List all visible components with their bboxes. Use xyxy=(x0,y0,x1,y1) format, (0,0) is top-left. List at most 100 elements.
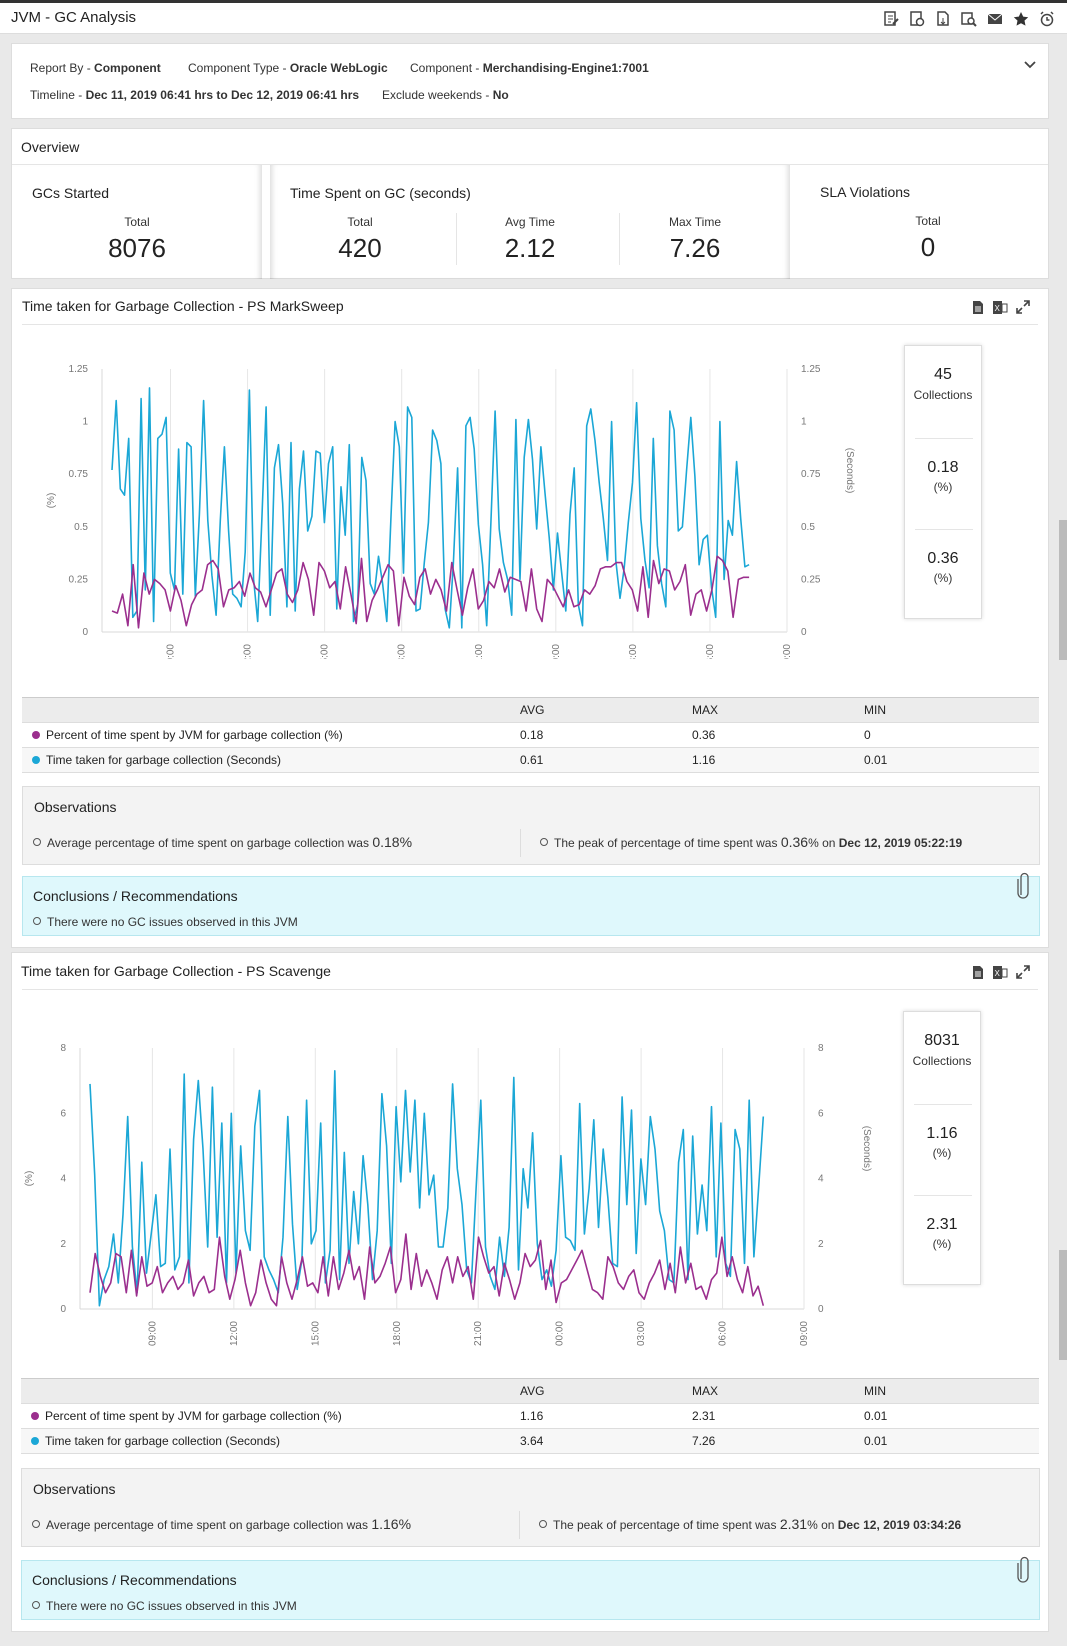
y-tick-label-left: 1 xyxy=(82,417,88,428)
gcs-started-title: GCs Started xyxy=(32,185,110,201)
scrollbar-thumb[interactable] xyxy=(1059,520,1067,660)
x-tick-label: 18:00 xyxy=(392,1321,403,1346)
seconds-legend-dot xyxy=(32,756,40,764)
y-tick-label-left: 8 xyxy=(60,1043,66,1054)
y-tick-label-left: 1.25 xyxy=(69,364,89,375)
svg-text:X: X xyxy=(995,969,1001,978)
y-tick-label-right: 8 xyxy=(818,1043,824,1054)
conclusion-item: There were no GC issues observed in this… xyxy=(33,915,298,929)
exclude-weekends: Exclude weekends - No xyxy=(382,88,509,102)
page-title: JVM - GC Analysis xyxy=(11,9,137,26)
y-axis-title-left: (%) xyxy=(24,1171,35,1187)
section-title: Time taken for Garbage Collection - PS S… xyxy=(21,963,331,979)
excel-export-icon[interactable]: X xyxy=(992,965,1008,985)
time-total-label: Total xyxy=(347,215,373,229)
sla-title: SLA Violations xyxy=(820,184,911,200)
email-icon[interactable] xyxy=(986,10,1003,27)
gcs-started-card: GCs Started Total 8076 xyxy=(12,165,262,279)
table-row: Percent of time spent by JVM for garbage… xyxy=(22,722,1039,748)
conclusions-title: Conclusions / Recommendations xyxy=(33,888,238,904)
collapse-chevron-icon[interactable] xyxy=(1024,56,1036,74)
favorite-star-icon[interactable] xyxy=(1012,10,1029,27)
gcs-total-value: 8076 xyxy=(108,233,166,263)
section-actions: X xyxy=(972,300,1030,320)
observation-item: The peak of percentage of time spent was… xyxy=(539,1516,961,1532)
scavenge-stats-table: AVG MAX MIN Percent of time spent by JVM… xyxy=(21,1378,1039,1454)
x-tick-label: 00:00 xyxy=(555,1321,566,1346)
paperclip-icon[interactable] xyxy=(1017,871,1031,904)
y-tick-label-left: 0.5 xyxy=(74,522,88,533)
markSweep-chart: 0 0 0.25 0.25 0.5 0.5 0.75 0.75 1 1 1.25 1.25 (%) (Se… xyxy=(46,364,855,659)
table-row: Time taken for garbage collection (Secon… xyxy=(22,747,1039,773)
toolbar xyxy=(882,10,1055,27)
time-max-label: Max Time xyxy=(668,215,721,229)
expand-icon[interactable] xyxy=(1016,965,1030,985)
sla-violations-card: SLA Violations Total 0 xyxy=(798,165,1048,279)
y-tick-label-right: 6 xyxy=(818,1108,824,1119)
y-tick-label-right: 4 xyxy=(818,1174,824,1185)
percent-legend-dot xyxy=(32,731,40,739)
observations-title: Observations xyxy=(34,799,117,815)
x-tick-label: 03:00 xyxy=(628,644,639,659)
y-tick-label-right: 1 xyxy=(801,417,807,428)
collections-label: Collections xyxy=(912,1054,972,1068)
collections-count: 8031 xyxy=(924,1032,960,1049)
y-axis-title-left: (%) xyxy=(46,493,57,509)
paperclip-icon[interactable] xyxy=(1017,1555,1031,1588)
observations-title: Observations xyxy=(33,1481,116,1497)
scavenge-summary-card: 8031 Collections 1.16 (%) 2.31 (%) xyxy=(903,1011,981,1285)
avg-percent-value: 1.16 xyxy=(926,1125,958,1142)
scrollbar-thumb[interactable] xyxy=(1059,1250,1067,1360)
y-tick-label-left: 0 xyxy=(60,1304,66,1315)
markSweep-summary-card: 45 Collections 0.18 (%) 0.36 (%) xyxy=(904,345,982,619)
header-min: MIN xyxy=(854,697,1039,723)
markSweep-section: Time taken for Garbage Collection - PS M… xyxy=(11,288,1049,948)
header-avg: AVG xyxy=(510,1378,682,1404)
x-tick-label: 21:00 xyxy=(473,1321,484,1346)
conclusion-item: There were no GC issues observed in this… xyxy=(32,1599,297,1613)
max-percent-unit: (%) xyxy=(933,571,953,585)
markSweep-stats-table: AVG MAX MIN Percent of time spent by JVM… xyxy=(22,697,1039,773)
x-tick-label: 03:00 xyxy=(636,1321,647,1346)
header-max: MAX xyxy=(682,1378,854,1404)
collections-label: Collections xyxy=(913,388,973,402)
conclusions-title: Conclusions / Recommendations xyxy=(32,1572,237,1588)
y-tick-label-right: 0 xyxy=(818,1304,824,1315)
y-tick-label-left: 2 xyxy=(60,1239,66,1250)
y-tick-label-right: 0 xyxy=(801,627,807,638)
y-tick-label-right: 0.5 xyxy=(801,522,815,533)
observation-item: Average percentage of time spent on garb… xyxy=(32,1516,411,1532)
x-tick-label: 09:00 xyxy=(147,1321,158,1346)
time-spent-card: Time Spent on GC (seconds) Total 420 Avg… xyxy=(270,165,790,279)
series-line-seconds xyxy=(89,1070,765,1307)
excel-export-icon[interactable]: X xyxy=(992,300,1008,320)
percent-legend-dot xyxy=(31,1412,39,1420)
document-icon[interactable] xyxy=(972,965,984,985)
observations-box: Observations Average percentage of time … xyxy=(22,786,1040,865)
time-avg-value: 2.12 xyxy=(504,233,556,263)
conclusions-box: Conclusions / Recommendations There were… xyxy=(21,1556,1040,1620)
scavenge-chart: 0 0 2 2 4 4 6 6 8 8 (%) (Seconds) 09:00 12:00 15:00 18:… xyxy=(24,1043,872,1346)
edit-report-icon[interactable] xyxy=(882,10,899,27)
y-tick-label-left: 4 xyxy=(60,1174,66,1185)
series-line-percent xyxy=(111,555,750,629)
observation-item: The peak of percentage of time spent was… xyxy=(540,834,962,850)
sla-total-value: 0 xyxy=(920,232,936,262)
avg-percent-unit: (%) xyxy=(932,1146,952,1160)
header-min: MIN xyxy=(854,1378,1039,1404)
header-max: MAX xyxy=(682,697,854,723)
export-icon[interactable] xyxy=(934,10,951,27)
expand-icon[interactable] xyxy=(1016,300,1030,320)
settings-icon[interactable] xyxy=(908,10,925,27)
document-icon[interactable] xyxy=(972,300,984,320)
table-row: Time taken for garbage collection (Secon… xyxy=(21,1428,1039,1454)
header-avg: AVG xyxy=(510,697,682,723)
table-row: Percent of time spent by JVM for garbage… xyxy=(21,1403,1039,1429)
x-tick-label: 09:00 xyxy=(782,644,793,659)
time-max-value: 7.26 xyxy=(669,233,721,263)
overview-panel: Overview GCs Started Total 8076 Time Spe… xyxy=(11,128,1049,279)
max-percent-unit: (%) xyxy=(932,1237,952,1251)
report-filters-panel: Report By - Component Component Type - O… xyxy=(11,43,1049,119)
alarm-clock-icon[interactable] xyxy=(1038,10,1055,27)
search-report-icon[interactable] xyxy=(960,10,977,27)
